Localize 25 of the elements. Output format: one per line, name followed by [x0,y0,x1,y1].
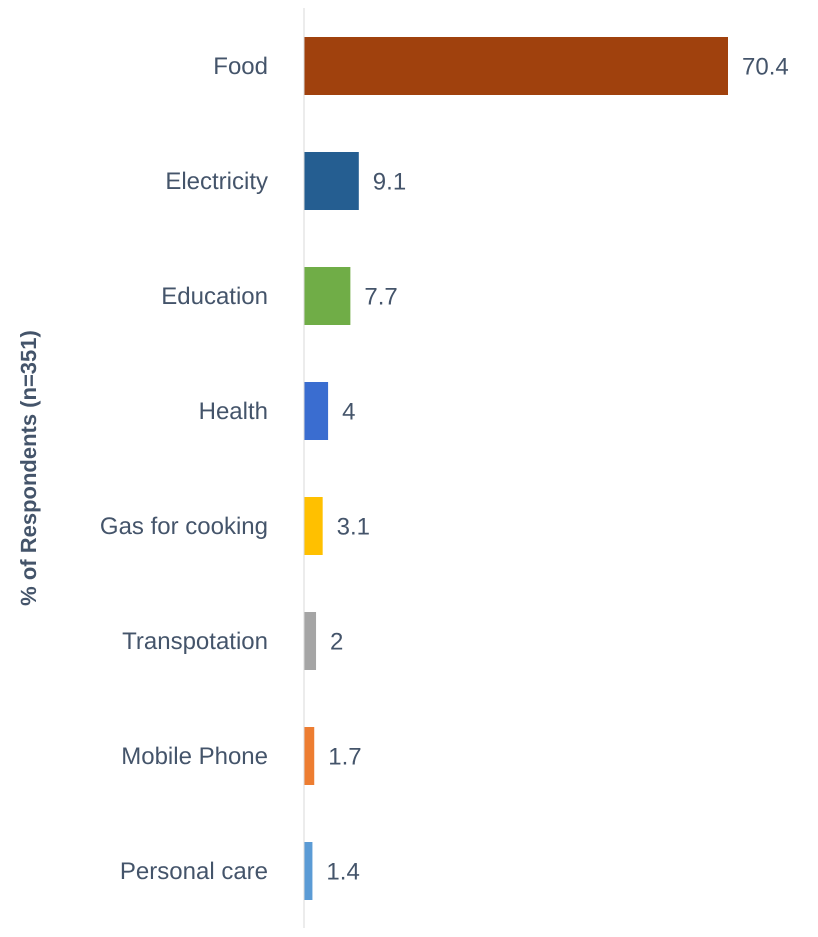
y-tick-label: Transpotation [122,628,268,656]
bar [304,37,728,95]
bar [304,612,316,670]
bar [304,497,323,555]
y-tick-label: Education [161,283,268,310]
data-label: 3.1 [336,514,370,541]
bar [304,382,328,440]
bar [304,842,312,900]
data-label: 4 [342,398,356,426]
data-label: 9.1 [372,168,406,196]
y-tick-label: Electricity [165,168,268,196]
y-tick-label: Personal care [120,858,268,886]
y-tick-label: Mobile Phone [121,743,268,770]
data-label: 1.4 [326,858,360,886]
y-axis-title: % of Respondents (n=351) [16,330,41,606]
data-label: 1.7 [328,744,362,771]
bar [304,727,314,785]
y-tick-label: Gas for cooking [100,513,268,540]
data-label: 2 [330,628,344,656]
bar [304,152,359,210]
y-tick-label: Food [213,53,268,80]
data-label: 7.7 [364,284,398,311]
data-label: 70.4 [742,54,789,81]
y-tick-label: Health [198,398,268,426]
bar [304,267,350,325]
